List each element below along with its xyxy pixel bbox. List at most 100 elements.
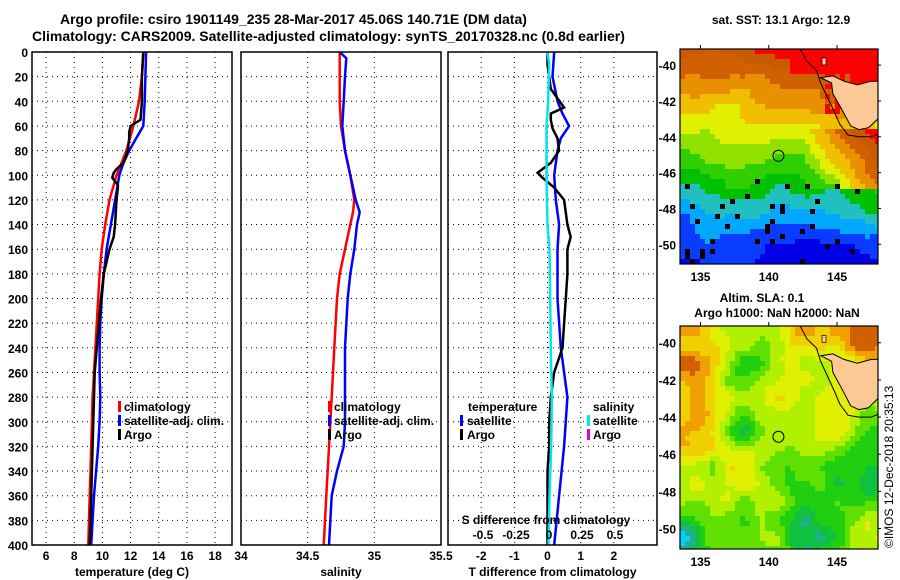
map-cell xyxy=(710,411,716,417)
map-cell xyxy=(870,431,876,437)
map-cell xyxy=(715,209,721,215)
map-cell xyxy=(800,466,806,472)
map-cell xyxy=(730,401,736,407)
x-tick-label: 34.5 xyxy=(296,549,320,563)
map-cell xyxy=(855,74,861,80)
map-cell xyxy=(745,496,751,502)
map-cell xyxy=(810,184,816,190)
map-cell xyxy=(745,219,751,225)
map-cell xyxy=(875,159,878,165)
map-cell xyxy=(805,351,811,357)
map-cell-missing xyxy=(805,184,810,189)
series-line-satellite-adj-clim- xyxy=(327,51,361,546)
map-cell xyxy=(715,511,721,517)
map-cell xyxy=(755,371,761,377)
map-cell xyxy=(765,139,771,145)
map-cell xyxy=(695,69,701,75)
map-cell xyxy=(840,184,846,190)
map-cell xyxy=(770,109,776,115)
map-cell xyxy=(705,184,711,190)
map-cell xyxy=(685,381,691,387)
map-cell xyxy=(780,476,786,482)
map-cell xyxy=(685,224,691,230)
map-cell xyxy=(755,416,761,422)
map-cell xyxy=(815,466,821,472)
map-cell xyxy=(820,214,826,220)
map-cell xyxy=(875,179,878,185)
map-cell xyxy=(800,199,806,205)
map-cell xyxy=(725,426,731,432)
map-cell xyxy=(765,376,771,382)
map-cell xyxy=(845,431,851,437)
map-cell xyxy=(705,371,711,377)
map-cell xyxy=(755,531,761,537)
map-cell xyxy=(750,89,756,95)
map-cell xyxy=(845,486,851,492)
map-cell xyxy=(680,79,686,85)
map-cell xyxy=(850,169,856,175)
map-cell xyxy=(705,421,711,427)
map-cell xyxy=(760,99,766,105)
map-cell xyxy=(685,426,691,432)
map-cell xyxy=(715,99,721,105)
map-cell xyxy=(765,149,771,155)
map-cell xyxy=(780,356,786,362)
map-cell xyxy=(860,451,866,457)
map-cell xyxy=(745,94,751,100)
map-cell xyxy=(705,436,711,442)
map-cell xyxy=(775,204,781,210)
map-cell xyxy=(700,154,706,160)
map-cell xyxy=(730,204,736,210)
map-cell xyxy=(735,336,741,342)
map-cell xyxy=(850,244,856,250)
map-cell xyxy=(835,526,841,532)
map-cell xyxy=(835,154,841,160)
map-cell xyxy=(800,109,806,115)
map-cell xyxy=(725,179,731,185)
map-cell xyxy=(785,496,791,502)
map-cell xyxy=(730,491,736,497)
map-cell xyxy=(825,154,831,160)
map-cell xyxy=(730,376,736,382)
map-cell xyxy=(830,426,836,432)
map-cell xyxy=(750,74,756,80)
map-cell xyxy=(720,436,726,442)
map-cell xyxy=(740,234,746,240)
map-cell xyxy=(840,139,846,145)
map-cell xyxy=(690,229,696,235)
map-cell xyxy=(750,139,756,145)
map-cell xyxy=(765,154,771,160)
map-cell xyxy=(820,531,826,537)
map-cell xyxy=(855,159,861,165)
map-cell xyxy=(735,229,741,235)
map-cell xyxy=(710,79,716,85)
map-cell xyxy=(770,496,776,502)
map-cell xyxy=(855,69,861,75)
map-cell xyxy=(790,104,796,110)
map-cell xyxy=(705,54,711,60)
map-cell xyxy=(820,351,826,357)
map-cell xyxy=(795,451,801,457)
map-cell xyxy=(770,391,776,397)
map-cell xyxy=(770,79,776,85)
map-cell xyxy=(775,371,781,377)
map-cell xyxy=(760,486,766,492)
map-cell xyxy=(790,214,796,220)
map-cell xyxy=(750,154,756,160)
map-cell xyxy=(830,129,836,135)
map-cell xyxy=(780,194,786,200)
map-cell xyxy=(680,164,686,170)
map-cell xyxy=(870,159,876,165)
secondary-x-tick-label: 0 xyxy=(546,528,553,542)
map-cell xyxy=(710,199,716,205)
map-cell xyxy=(810,516,816,522)
map-cell xyxy=(775,516,781,522)
map-cell xyxy=(770,396,776,402)
map-cell xyxy=(865,466,871,472)
map-cell xyxy=(720,219,726,225)
map-cell xyxy=(695,149,701,155)
map-cell xyxy=(830,466,836,472)
map-cell xyxy=(740,49,746,55)
map-cell xyxy=(695,381,701,387)
map-cell xyxy=(805,416,811,422)
